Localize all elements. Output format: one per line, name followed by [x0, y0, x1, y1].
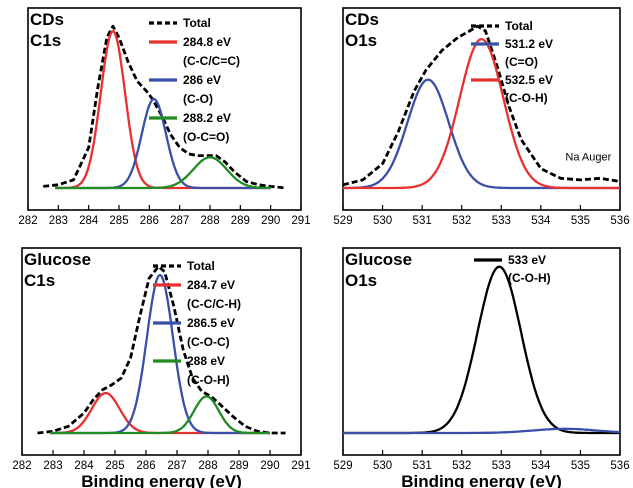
- legend-label: 532.5 eV: [505, 73, 553, 87]
- panel-1: 282 283 284 285 286 287 288 289 290 291 CDs C1s Tota…: [18, 7, 311, 227]
- panel-2: 529 530 531 532 533 534 535 536 CDs O1s Total 531.2…: [333, 7, 630, 227]
- x-tick-label: 291: [291, 460, 310, 472]
- legend-label: 286 eV: [183, 73, 221, 87]
- series-curve-baseline: [343, 427, 621, 435]
- annotation-label: Na Auger: [565, 151, 611, 163]
- x-tick-label: 532: [452, 215, 471, 227]
- x-tick-label: 288: [198, 460, 217, 472]
- plot-frame: [342, 247, 621, 456]
- panel-title-line: CDs: [345, 10, 379, 29]
- x-tick-label: 284: [74, 460, 94, 472]
- panel-title-line: O1s: [345, 271, 377, 290]
- x-tick-label: 283: [49, 215, 68, 227]
- x-tick-label: 284: [79, 215, 99, 227]
- x-tick-label: 531: [413, 215, 432, 227]
- panel-4: 529 530 531 532 533 534 535 536 Glucose O1s 533 eV…: [333, 247, 630, 488]
- x-axis-title: Binding energy (eV): [81, 472, 242, 488]
- legend-label: Total: [505, 19, 533, 33]
- series-curve-532-5-ev: [343, 37, 620, 190]
- legend-sublabel: (C-O-H): [505, 91, 548, 105]
- x-tick-label: 533: [492, 460, 511, 472]
- x-tick-label: 290: [261, 215, 280, 227]
- x-tick-label: 529: [333, 460, 352, 472]
- x-tick-label: 285: [105, 460, 124, 472]
- legend-sublabel: (C=O): [505, 55, 538, 69]
- plot-frame: [342, 7, 621, 211]
- series-curve-total: [37, 265, 286, 435]
- x-tick-label: 288: [200, 215, 219, 227]
- legend-sublabel: (C-C/C-H): [187, 297, 241, 311]
- legend-sublabel: (C-O-H): [187, 373, 230, 387]
- legend-label: Total: [187, 259, 215, 273]
- x-tick-label: 536: [610, 215, 629, 227]
- panel-title-line: Glucose: [24, 250, 91, 269]
- legend-sublabel: (O-C=O): [183, 130, 229, 144]
- legend-label: 284.8 eV: [183, 35, 231, 49]
- legend-label: 288 eV: [187, 354, 225, 368]
- legend-sublabel: (C-O-C): [187, 335, 230, 349]
- x-tick-label: 530: [373, 215, 392, 227]
- x-tick-label: 535: [571, 215, 590, 227]
- plot-frame: [27, 7, 302, 211]
- x-tick-label: 283: [43, 460, 62, 472]
- x-tick-label: 534: [531, 215, 551, 227]
- x-tick-label: 531: [413, 460, 432, 472]
- x-tick-label: 535: [571, 460, 590, 472]
- x-tick-label: 285: [109, 215, 128, 227]
- panel-title-line: C1s: [30, 31, 61, 50]
- legend-label: 286.5 eV: [187, 316, 235, 330]
- legend-label: 531.2 eV: [505, 37, 553, 51]
- x-axis-title: Binding energy (eV): [401, 472, 562, 488]
- x-tick-label: 532: [452, 460, 471, 472]
- series-curve-284-7-ev: [49, 391, 270, 435]
- panel-title-line: C1s: [24, 271, 55, 290]
- legend-label: 288.2 eV: [183, 111, 231, 125]
- legend-label: Total: [183, 16, 211, 30]
- x-tick-label: 289: [231, 215, 250, 227]
- x-tick-label: 290: [260, 460, 279, 472]
- x-tick-label: 287: [170, 215, 189, 227]
- panel-title-line: O1s: [345, 31, 377, 50]
- x-tick-label: 291: [291, 215, 310, 227]
- x-tick-label: 286: [140, 215, 159, 227]
- legend-label: 533 eV: [508, 253, 546, 267]
- series-curve-531-2-ev: [343, 78, 620, 190]
- panel-title-line: Glucose: [345, 250, 412, 269]
- series-curve-288-ev: [49, 395, 270, 435]
- x-tick-label: 282: [18, 215, 37, 227]
- x-tick-label: 287: [167, 460, 186, 472]
- panel-title-line: CDs: [30, 10, 64, 29]
- series-curve-533-ev: [343, 265, 620, 435]
- x-tick-label: 534: [531, 460, 551, 472]
- panel-3: 282 283 284 285 286 287 288 289 290 291 Glucose C1s…: [12, 247, 311, 488]
- series-curve-total: [43, 24, 286, 190]
- x-tick-label: 530: [373, 460, 392, 472]
- legend-sublabel: (C-O): [183, 92, 213, 106]
- x-tick-label: 536: [610, 460, 629, 472]
- legend-sublabel: (C-C/C=C): [183, 54, 240, 68]
- series-curve-288-2-ev: [55, 156, 271, 190]
- x-tick-label: 286: [136, 460, 155, 472]
- series-curve-total: [342, 24, 621, 187]
- x-tick-label: 533: [492, 215, 511, 227]
- plot-frame: [21, 247, 302, 456]
- legend-sublabel: (C-O-H): [508, 271, 551, 285]
- x-tick-label: 529: [333, 215, 352, 227]
- x-tick-label: 282: [12, 460, 31, 472]
- x-tick-label: 289: [229, 460, 248, 472]
- legend-label: 284.7 eV: [187, 278, 235, 292]
